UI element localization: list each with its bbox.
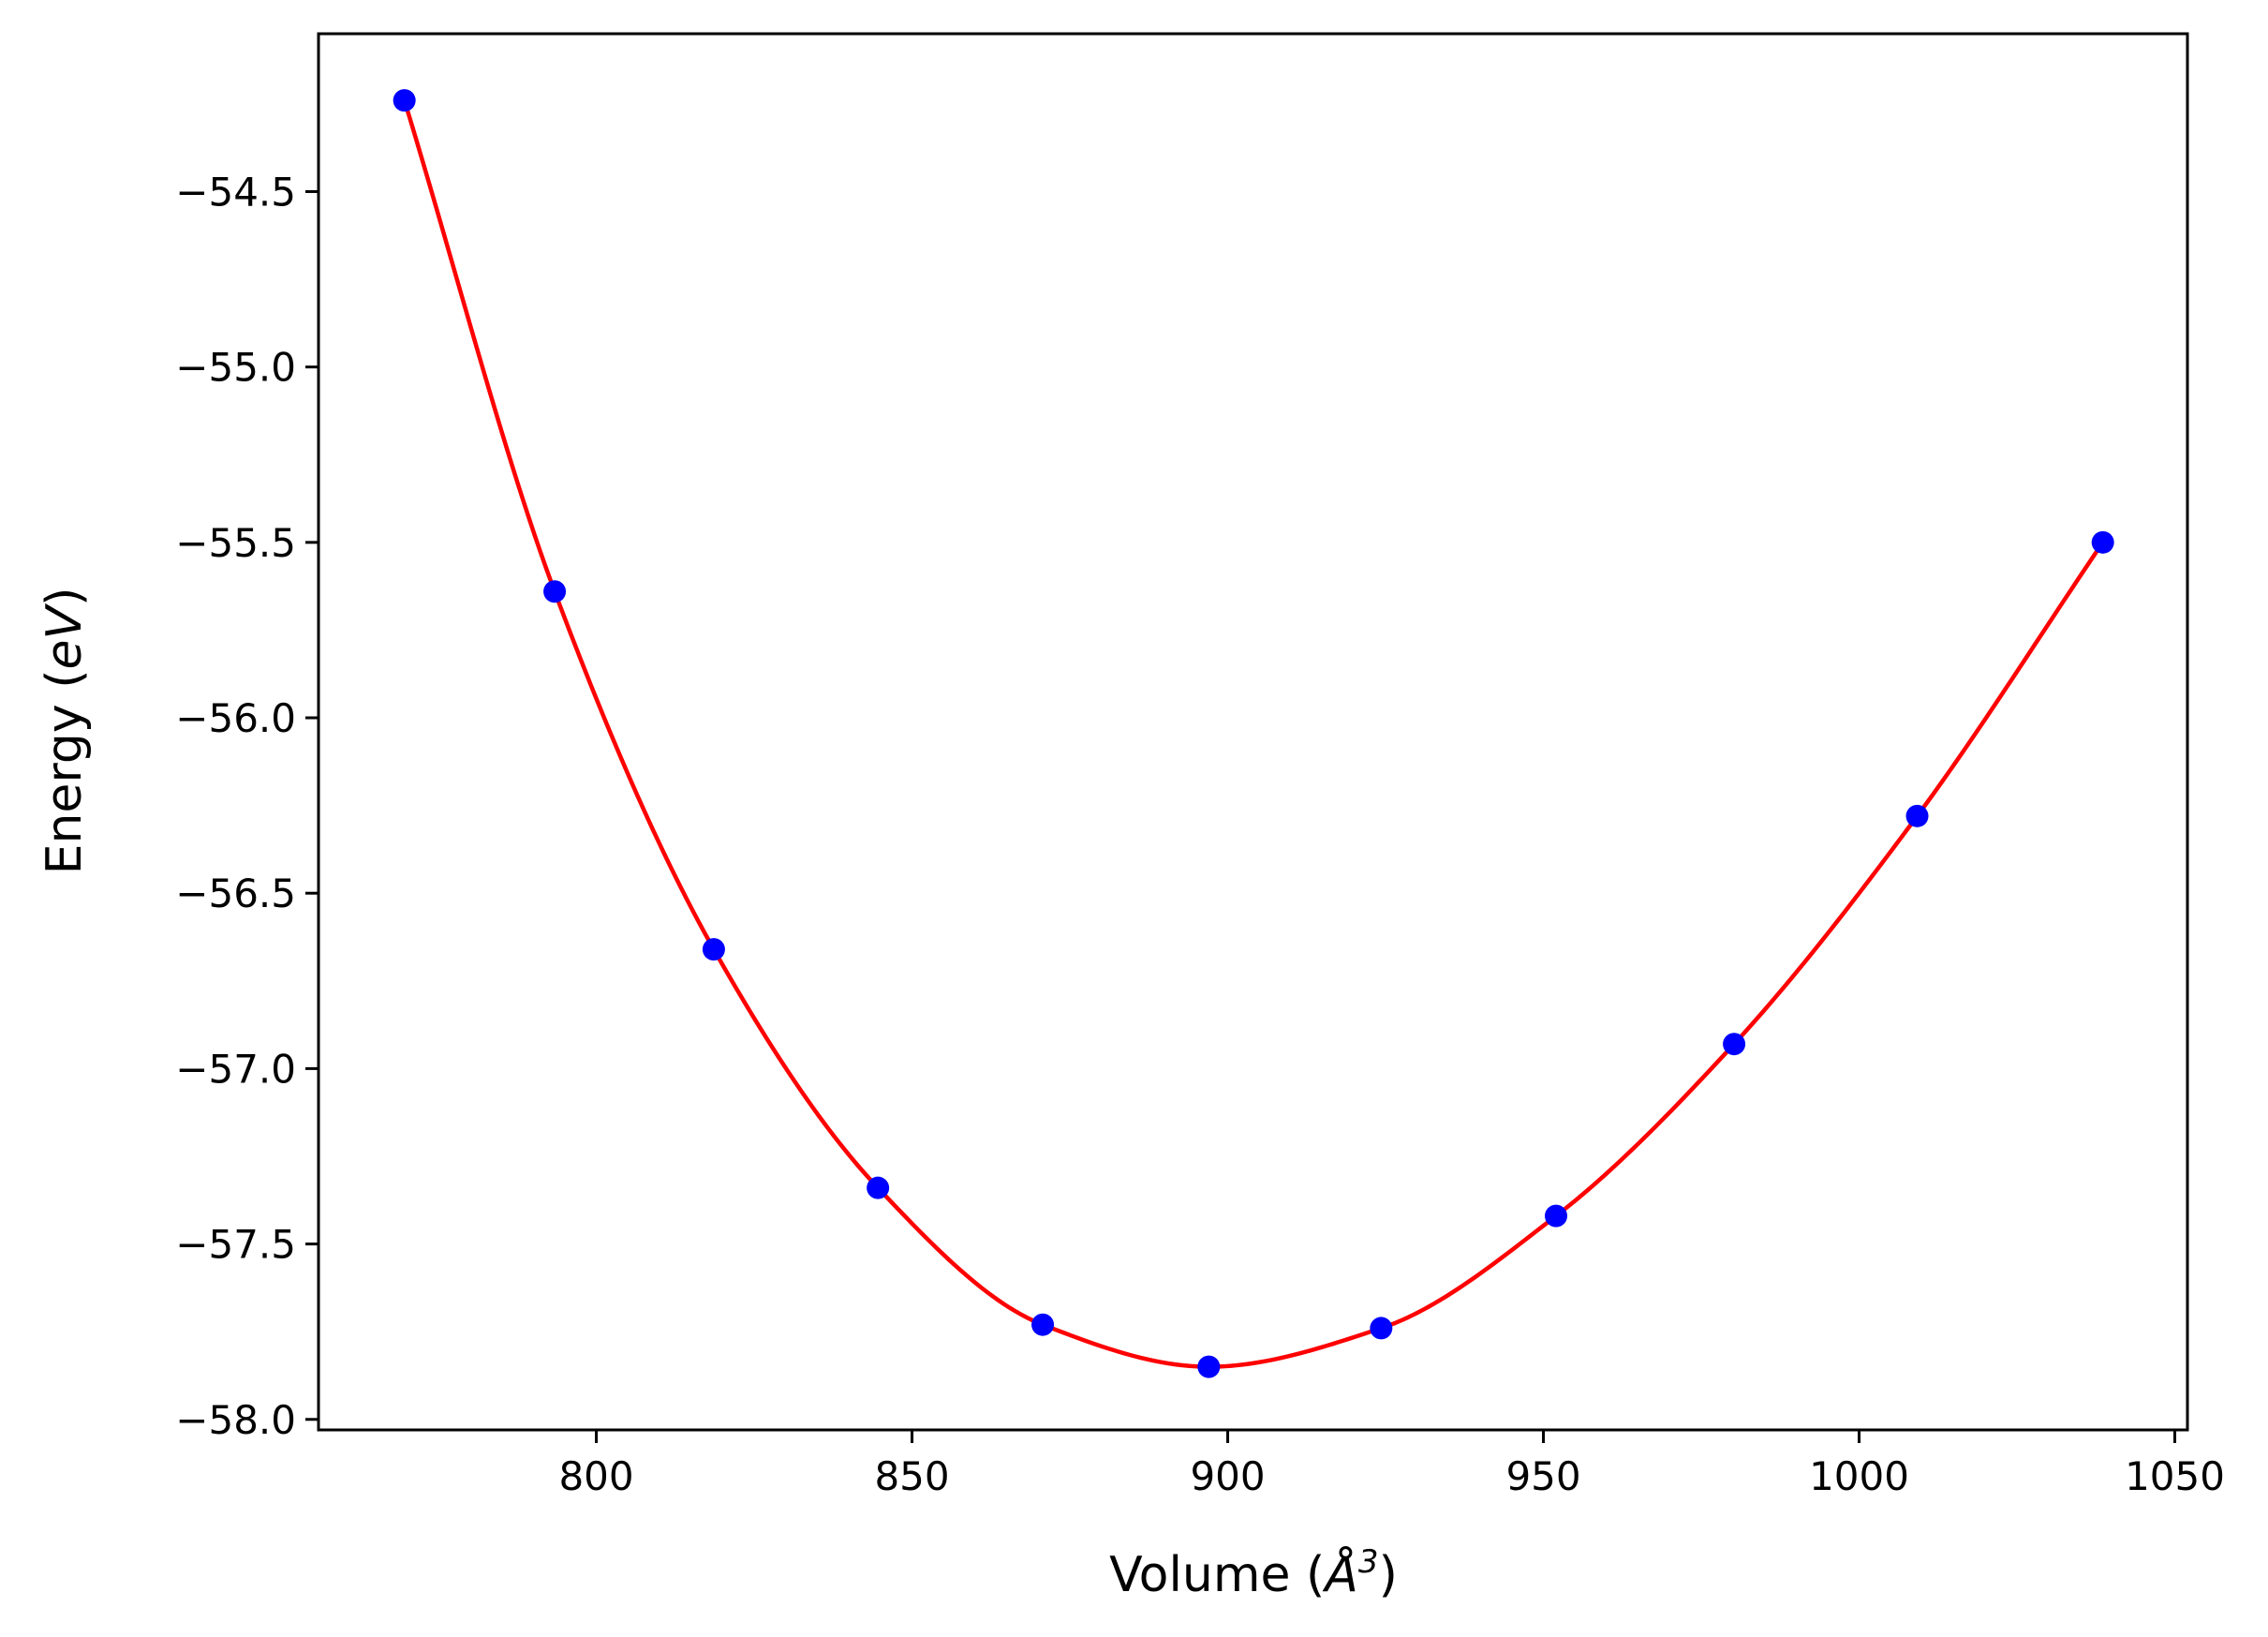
data-point <box>1370 1317 1393 1340</box>
x-axis-ticks: 800 850 900 950 1000 1050 <box>558 1430 2225 1499</box>
x-tick-label: 850 <box>874 1453 949 1499</box>
y-tick-label: −55.5 <box>175 520 296 566</box>
x-tick-label: 1050 <box>2125 1453 2225 1499</box>
x-tick-label: 1000 <box>1809 1453 1909 1499</box>
data-point <box>702 938 725 961</box>
fit-curve-line <box>402 99 2105 1369</box>
data-point <box>1723 1033 1746 1056</box>
data-point <box>1197 1355 1221 1378</box>
y-tick-label: −54.5 <box>175 169 296 215</box>
plot-content <box>393 89 2114 1378</box>
x-tick-label: 950 <box>1505 1453 1580 1499</box>
data-point <box>543 580 567 603</box>
y-axis-label: Energy (eV) <box>37 588 93 875</box>
y-tick-label: −58.0 <box>175 1397 296 1443</box>
y-tick-label: −57.5 <box>175 1222 296 1268</box>
y-tick-label: −57.0 <box>175 1046 296 1092</box>
data-point <box>393 89 416 112</box>
y-axis-ticks: −54.5 −55.0 −55.5 −56.0 −56.5 −57.0 −57.5 −58.0 <box>175 169 319 1443</box>
x-tick-label: 900 <box>1190 1453 1265 1499</box>
data-point <box>1031 1313 1055 1336</box>
data-point <box>1905 804 1929 827</box>
x-tick-label: 800 <box>558 1453 633 1499</box>
y-tick-label: −56.5 <box>175 871 296 916</box>
data-point <box>867 1176 890 1199</box>
plot-frame <box>317 32 2189 1432</box>
y-tick-label: −55.0 <box>175 345 296 391</box>
data-point <box>2091 530 2114 554</box>
y-tick-label: −56.0 <box>175 695 296 741</box>
x-axis-label: Volume (Å3) <box>1109 1543 1398 1603</box>
data-point <box>1545 1204 1568 1228</box>
